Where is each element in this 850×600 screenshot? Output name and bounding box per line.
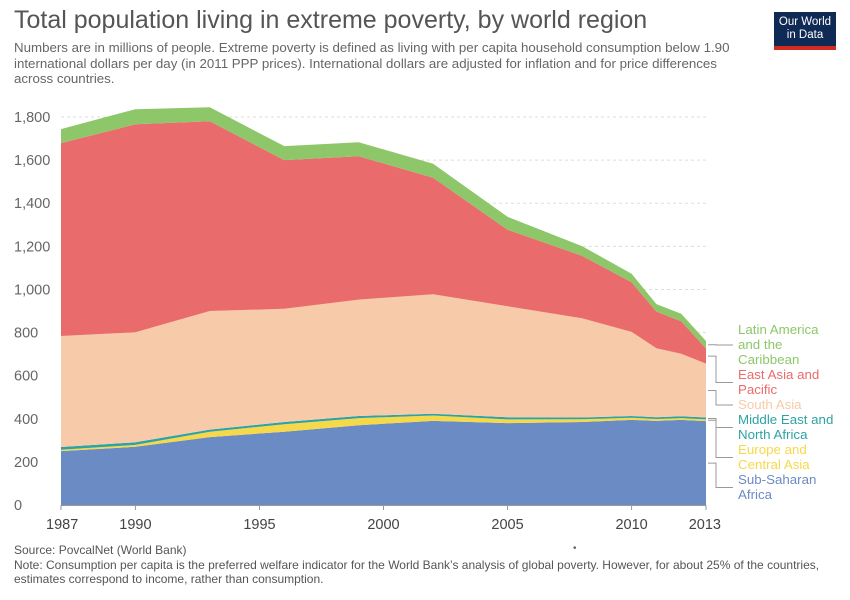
y-tick-label: 200 bbox=[14, 455, 38, 471]
y-tick-label: 1,200 bbox=[14, 239, 50, 255]
legend-connector bbox=[708, 419, 733, 458]
legend-connector bbox=[708, 355, 733, 383]
legend-label: Caribbean bbox=[738, 352, 799, 367]
legend-label: Middle East and bbox=[738, 412, 833, 427]
x-tick-label: 2000 bbox=[367, 517, 399, 533]
x-tick-label: 1995 bbox=[243, 517, 275, 533]
legend-label: Central Asia bbox=[738, 457, 810, 472]
x-tick-label: 2013 bbox=[689, 517, 721, 533]
area-europe-and-central-asia bbox=[61, 415, 706, 452]
x-tick-label: 2005 bbox=[491, 517, 523, 533]
logo-line-2: in Data bbox=[786, 29, 824, 41]
y-tick-label: 1,000 bbox=[14, 282, 50, 298]
x-axis: 1987 1990 1995 2000 2005 2010 2013 bbox=[46, 505, 721, 533]
y-tick-label: 800 bbox=[14, 326, 38, 342]
owid-logo[interactable]: Our World in Data bbox=[774, 12, 836, 50]
area-latin-america-and-the-caribbean bbox=[61, 107, 706, 349]
x-tick-label: 2010 bbox=[615, 517, 647, 533]
y-tick-label: 1,800 bbox=[14, 110, 50, 126]
area-south-asia bbox=[61, 294, 706, 447]
y-tick-label: 400 bbox=[14, 412, 38, 428]
y-axis: 0 200 400 600 800 1,000 1,200 1,400 1,600 1,800 bbox=[14, 110, 50, 514]
y-tick-label: 1,600 bbox=[14, 153, 50, 169]
area-east-asia-and-pacific bbox=[61, 121, 706, 364]
area-sub-saharan-africa bbox=[61, 419, 706, 505]
area-middle-east-and-north-africa bbox=[61, 413, 706, 450]
legend-label: Sub-Saharan bbox=[738, 472, 816, 487]
legend-connector bbox=[708, 390, 733, 406]
legend-label: Africa bbox=[738, 487, 773, 502]
legend-label: Europe and bbox=[738, 442, 807, 457]
legend-label: East Asia and bbox=[738, 367, 819, 382]
area-series bbox=[61, 107, 706, 505]
y-tick-label: 0 bbox=[14, 498, 22, 514]
note-text: Note: Consumption per capita is the pref… bbox=[14, 558, 820, 586]
y-tick-label: 1,400 bbox=[14, 196, 50, 212]
legend-connector bbox=[708, 462, 733, 488]
dot-marker: • bbox=[573, 543, 577, 554]
x-tick-label: 1990 bbox=[119, 517, 151, 533]
legend-label: Pacific bbox=[738, 382, 778, 397]
legend-label: and the bbox=[738, 337, 782, 352]
legend-label: South Asia bbox=[738, 397, 802, 412]
chart-subtitle: Numbers are in millions of people. Extre… bbox=[14, 40, 730, 86]
chart-title: Total population living in extreme pover… bbox=[14, 6, 648, 34]
logo-line-1: Our World bbox=[778, 16, 832, 28]
source-text: Source: PovcalNet (World Bank) bbox=[14, 543, 187, 557]
legend-label: Latin America bbox=[738, 322, 819, 337]
x-tick-label: 1987 bbox=[46, 517, 78, 533]
legend-label: North Africa bbox=[738, 427, 808, 442]
y-tick-label: 600 bbox=[14, 369, 38, 385]
